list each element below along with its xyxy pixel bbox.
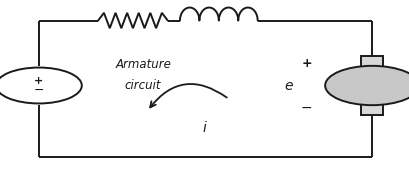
Text: +: +	[301, 57, 312, 70]
Bar	[361, 103, 384, 115]
Text: −: −	[34, 84, 44, 97]
Text: i: i	[202, 121, 207, 135]
Text: circuit: circuit	[125, 79, 162, 92]
Text: −: −	[301, 101, 312, 115]
Circle shape	[0, 68, 82, 103]
Text: +: +	[34, 76, 43, 86]
Bar	[361, 56, 384, 68]
Text: Armature: Armature	[115, 58, 171, 71]
Text: e: e	[284, 78, 292, 93]
Circle shape	[325, 66, 409, 105]
